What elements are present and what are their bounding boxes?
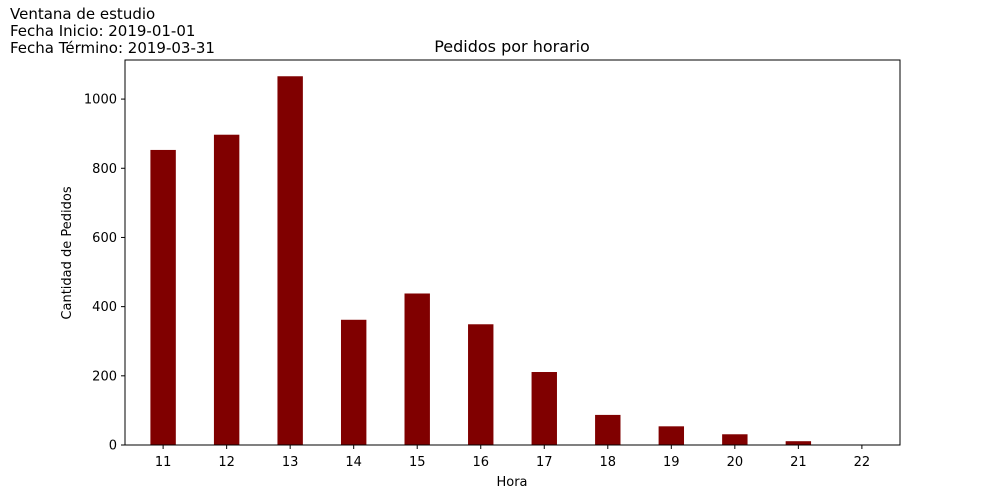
- x-tick-label: 18: [600, 455, 617, 470]
- study-end-date: Fecha Término: 2019-03-31: [10, 39, 215, 57]
- x-tick-label: 16: [472, 455, 489, 470]
- y-tick-label: 400: [92, 300, 117, 315]
- bar-12: [213, 134, 240, 445]
- y-tick-label: 800: [92, 162, 117, 177]
- chart-title: Pedidos por horario: [434, 37, 590, 56]
- y-tick-label: 200: [92, 369, 117, 384]
- bar-16: [468, 324, 494, 445]
- study-start-date: Fecha Inicio: 2019-01-01: [10, 22, 196, 40]
- y-tick-label: 0: [109, 439, 117, 454]
- y-axis-label: Cantidad de Pedidos: [60, 186, 75, 319]
- x-tick-label: 19: [663, 455, 680, 470]
- y-axis-ticks: 0 200 400 600 800 1000: [84, 93, 125, 454]
- bar-14: [340, 319, 367, 445]
- study-window-note: Ventana de estudio Fecha Inicio: 2019-01…: [10, 6, 215, 57]
- bar-13: [277, 76, 303, 445]
- y-tick-label: 600: [92, 231, 117, 246]
- bars-group: [150, 76, 812, 445]
- study-window-title: Ventana de estudio: [10, 5, 156, 23]
- bar-15: [404, 293, 430, 445]
- x-tick-label: 12: [218, 455, 235, 470]
- y-tick-label: 1000: [84, 93, 117, 108]
- x-tick-label: 15: [409, 455, 426, 470]
- x-tick-label: 21: [790, 455, 807, 470]
- bar-17: [531, 372, 557, 445]
- x-axis-label: Hora: [496, 475, 527, 490]
- bar-19: [658, 426, 685, 445]
- plot-frame: [124, 59, 901, 446]
- bar-11: [150, 149, 176, 445]
- x-tick-label: 13: [282, 455, 299, 470]
- x-axis-ticks: 11 12 13 14 15 16 17 18 19 20 21 22: [155, 445, 870, 470]
- x-tick-label: 22: [854, 455, 871, 470]
- bar-20: [722, 434, 748, 445]
- x-tick-label: 20: [727, 455, 744, 470]
- x-tick-label: 11: [155, 455, 172, 470]
- bar-21: [785, 441, 812, 445]
- x-tick-label: 17: [536, 455, 553, 470]
- bar-18: [595, 414, 621, 445]
- x-tick-label: 14: [345, 455, 362, 470]
